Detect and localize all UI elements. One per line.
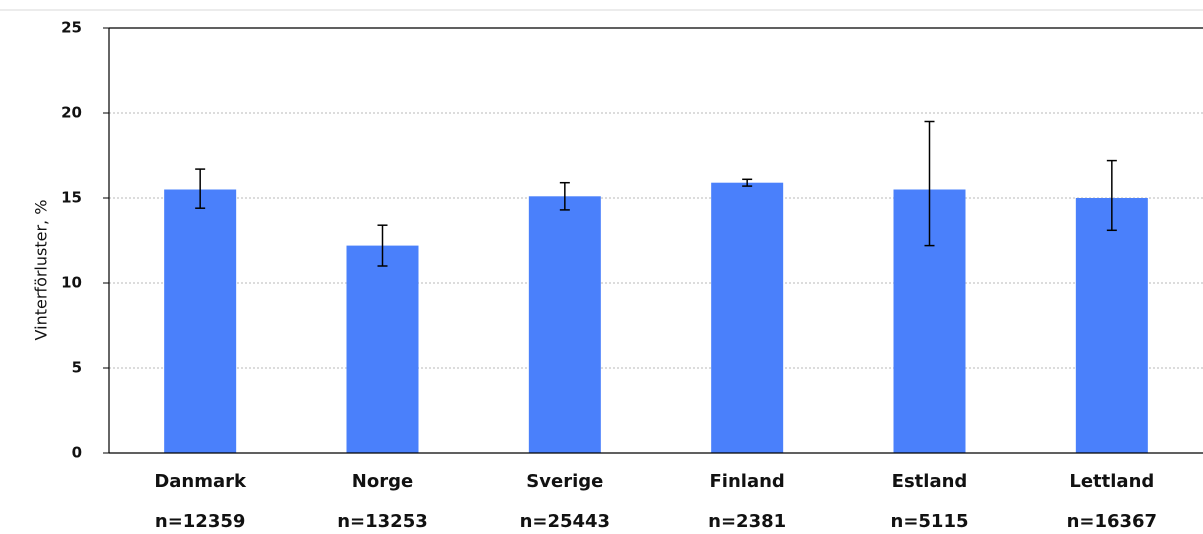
x-category-label: Finland (710, 471, 785, 492)
x-sample-size-label: n=5115 (891, 511, 969, 532)
x-sample-size-label: n=16367 (1067, 511, 1158, 532)
y-tick-labels: 0 5 10 15 20 25 (61, 19, 109, 462)
x-sample-size-label: n=13253 (337, 511, 428, 532)
bar (346, 245, 419, 453)
x-category-label: Sverige (526, 471, 603, 492)
bar (164, 189, 237, 453)
x-sample-size-label: n=25443 (520, 511, 611, 532)
x-category-label: Norge (352, 471, 413, 492)
y-tick-label: 5 (72, 359, 82, 377)
y-tick-label: 0 (72, 444, 82, 462)
bar (711, 182, 784, 453)
y-tick-label: 15 (61, 189, 82, 207)
y-tick-label: 25 (61, 19, 82, 37)
y-axis-label: Vinterförluster, % (32, 200, 51, 341)
y-tick-label: 20 (61, 104, 82, 122)
bars (164, 182, 1148, 454)
x-category-label: Danmark (154, 471, 247, 492)
error-bars (195, 120, 1117, 267)
x-category-label: Estland (892, 471, 968, 492)
bar (528, 196, 601, 454)
y-tick-label: 10 (61, 274, 82, 292)
x-sample-size-label: n=12359 (155, 511, 246, 532)
bar (1075, 198, 1148, 453)
gridlines (109, 27, 1203, 369)
x-category-label: Lettland (1069, 471, 1154, 492)
x-category-labels: Danmark n=12359 Norge n=13253 Sverige n=25443… (154, 471, 1157, 532)
x-sample-size-label: n=2381 (708, 511, 786, 532)
